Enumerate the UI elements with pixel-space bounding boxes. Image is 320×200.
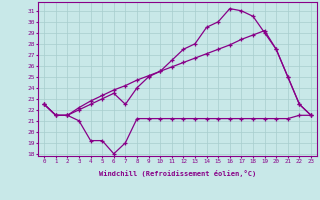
X-axis label: Windchill (Refroidissement éolien,°C): Windchill (Refroidissement éolien,°C) (99, 170, 256, 177)
